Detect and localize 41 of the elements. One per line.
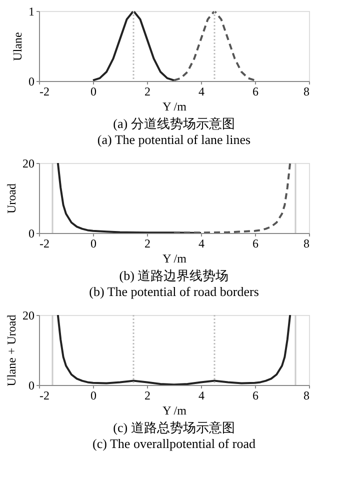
x-axis-title: Y /m xyxy=(162,252,188,266)
x-tick-label: 6 xyxy=(252,84,258,98)
y-tick-label: 0 xyxy=(28,226,34,240)
x-tick-label: 4 xyxy=(198,84,204,98)
y-tick-label: 0 xyxy=(28,378,34,392)
line-series xyxy=(173,11,256,81)
text: (b) 道路边界线势场 xyxy=(119,268,229,283)
x-tick-label: 8 xyxy=(304,84,310,98)
x-axis-title: Y /m xyxy=(162,404,188,418)
y-tick-label: 20 xyxy=(22,156,34,170)
x-tick-label: 8 xyxy=(304,388,310,402)
line-series xyxy=(92,11,175,81)
x-tick-label: 0 xyxy=(90,388,96,402)
y-axis-title: Ulane xyxy=(10,32,24,61)
text: (c) 道路总势场示意图 xyxy=(113,420,235,435)
text: (a) 分道线势场示意图 xyxy=(113,116,235,131)
x-tick-label: 0 xyxy=(90,84,96,98)
text: (c) The overallpotential of road xyxy=(92,436,256,451)
x-tick-label: 0 xyxy=(90,236,96,250)
line-series xyxy=(173,163,292,233)
line-series xyxy=(56,315,292,385)
x-tick-label: 2 xyxy=(144,388,150,402)
x-tick-label: 8 xyxy=(304,236,310,250)
x-tick-label: -2 xyxy=(40,84,50,98)
x-tick-label: -2 xyxy=(40,236,50,250)
x-tick-label: 6 xyxy=(252,388,258,402)
text: (a) The potential of lane lines xyxy=(97,132,251,147)
y-axis-title: Ulane + Uroad xyxy=(4,314,18,386)
y-axis-title: Uroad xyxy=(4,184,18,214)
x-tick-label: 4 xyxy=(198,236,204,250)
y-tick-label: 20 xyxy=(22,308,34,322)
y-tick-label: 1 xyxy=(28,4,34,18)
y-tick-label: 0 xyxy=(28,74,34,88)
x-tick-label: -2 xyxy=(40,388,50,402)
line-series xyxy=(56,163,202,233)
x-tick-label: 2 xyxy=(144,236,150,250)
x-axis-title: Y /m xyxy=(162,100,188,114)
x-tick-label: 4 xyxy=(198,388,204,402)
text: (b) The potential of road borders xyxy=(89,284,259,299)
x-tick-label: 6 xyxy=(252,236,258,250)
x-tick-label: 2 xyxy=(144,84,150,98)
